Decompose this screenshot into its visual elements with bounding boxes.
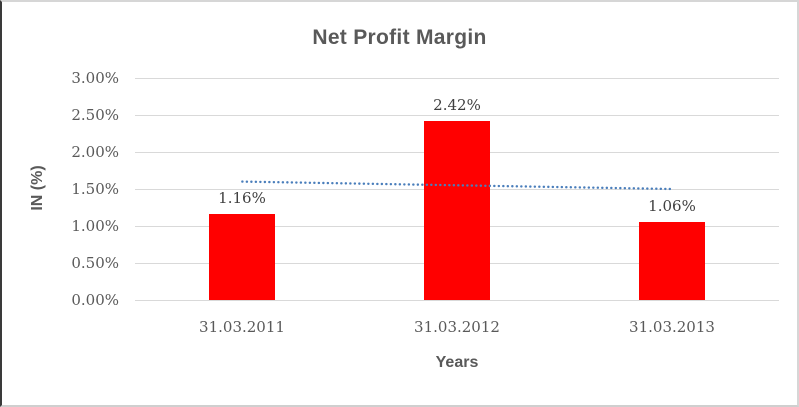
y-tick-label: 3.00%: [71, 69, 119, 87]
x-axis-title: Years: [435, 354, 479, 371]
x-category-label: 31.03.2011: [199, 318, 285, 336]
data-label: 2.42%: [433, 96, 481, 114]
y-tick-label: 1.50%: [71, 180, 119, 198]
x-category-label: 31.03.2013: [629, 318, 715, 336]
gridline: [135, 78, 779, 79]
bar: [639, 222, 705, 300]
bar: [424, 121, 490, 300]
x-category-label: 31.03.2012: [414, 318, 500, 336]
y-tick-label: 0.50%: [71, 254, 119, 272]
y-tick-label: 2.00%: [71, 143, 119, 161]
y-tick-label: 2.50%: [71, 106, 119, 124]
data-label: 1.16%: [218, 189, 266, 207]
y-tick-label: 1.00%: [71, 217, 119, 235]
gridline: [135, 115, 779, 116]
gridline: [135, 300, 779, 301]
bar: [209, 214, 275, 300]
data-label: 1.06%: [648, 197, 696, 215]
y-tick-label: 0.00%: [71, 291, 119, 309]
chart-title: Net Profit Margin: [312, 26, 487, 49]
